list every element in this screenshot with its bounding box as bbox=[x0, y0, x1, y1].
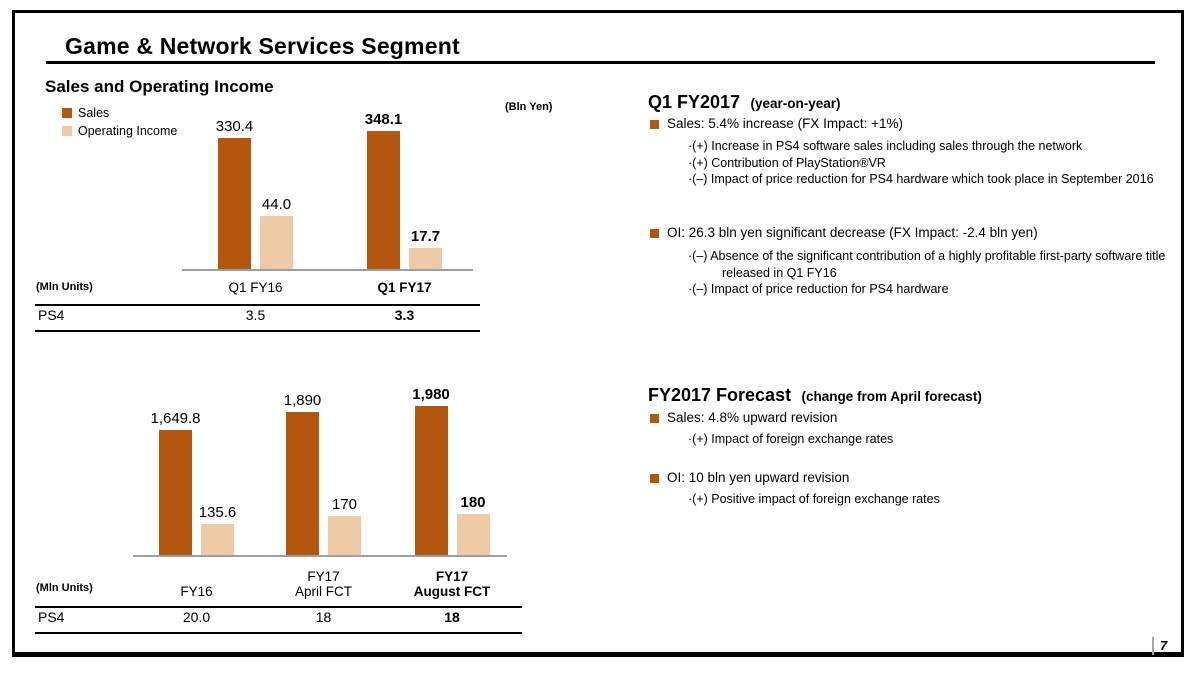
bar-value-label: 348.1 bbox=[364, 111, 403, 128]
sub-bullet: ·(+) Contribution of PlayStation®VR bbox=[688, 155, 886, 170]
q1-oi-bullet: OI: 26.3 bln yen significant decrease (F… bbox=[650, 225, 1038, 240]
mln-units-label: (Mln Units) bbox=[36, 582, 93, 594]
forecast-sales-sub-bullets: ·(+) Impact of foreign exchange rates bbox=[688, 431, 1166, 448]
q1-oi-sub-bullets: ·(–) Absence of the significant contribu… bbox=[688, 248, 1166, 298]
units-table-value: 20.0 bbox=[182, 609, 211, 625]
axis-baseline bbox=[133, 555, 507, 557]
bullet-square-icon bbox=[650, 228, 659, 238]
forecast-oi-bullet-text: OI: 10 bln yen upward revision bbox=[667, 470, 850, 485]
section-title: Sales and Operating Income bbox=[45, 77, 274, 96]
fullyear-sales-oi-chart: 1,649.8 135.6 FY16 20.0 1,890 170 FY17 April F… bbox=[35, 380, 530, 642]
mln-units-label: (Mln Units) bbox=[36, 281, 93, 293]
forecast-heading: FY2017 Forecast (change from April forec… bbox=[648, 385, 982, 406]
sub-bullet: ·(–) Impact of price reduction for PS4 h… bbox=[688, 172, 1154, 186]
units-table-value: 3.3 bbox=[394, 307, 415, 323]
units-table-rule bbox=[35, 304, 480, 306]
forecast-sales-bullet-text: Sales: 4.8% upward revision bbox=[667, 410, 838, 425]
forecast-oi-sub-bullets: ·(+) Positive impact of foreign exchange… bbox=[688, 491, 1166, 508]
slide-border-frame bbox=[12, 10, 1184, 657]
sales-swatch-icon bbox=[62, 108, 72, 118]
bar-value-label: 1,649.8 bbox=[150, 410, 201, 427]
legend-item-operating-income: Operating Income bbox=[62, 124, 177, 138]
q1-fy2017-section: Q1 FY2017 (year-on-year) Sales: 5.4% inc… bbox=[648, 92, 1165, 312]
units-table-row-label: PS4 bbox=[38, 307, 65, 323]
category-label: FY17 August FCT bbox=[413, 569, 491, 599]
bar-value-label: 330.4 bbox=[215, 118, 254, 135]
bar-value-label: 1,980 bbox=[412, 386, 450, 403]
category-label: FY17 April FCT bbox=[295, 569, 352, 599]
bar-value-label: 44.0 bbox=[261, 196, 292, 213]
chart-legend: Sales Operating Income bbox=[62, 106, 177, 142]
fy2017-forecast-section: FY2017 Forecast (change from April forec… bbox=[648, 385, 1165, 515]
units-table-value: 18 bbox=[444, 609, 460, 625]
sub-bullet: ·(+) Positive impact of foreign exchange… bbox=[688, 492, 940, 506]
page-number: 7 bbox=[1160, 638, 1168, 653]
forecast-sales-bullet: Sales: 4.8% upward revision bbox=[650, 410, 837, 425]
bar-sales-2 bbox=[414, 406, 448, 555]
units-table-value: 3.5 bbox=[245, 307, 266, 323]
units-table-rule bbox=[35, 330, 480, 332]
forecast-oi-bullet: OI: 10 bln yen upward revision bbox=[650, 470, 849, 485]
q1-heading: Q1 FY2017 (year-on-year) bbox=[648, 92, 841, 113]
title-underline bbox=[46, 61, 1155, 64]
legend-item-sales: Sales bbox=[62, 106, 177, 120]
sub-bullet: ·(+) Impact of foreign exchange rates bbox=[688, 432, 894, 446]
units-table-rule bbox=[35, 606, 522, 608]
page-title: Game & Network Services Segment bbox=[65, 33, 460, 59]
q1-heading-text: Q1 FY2017 bbox=[648, 92, 741, 112]
sub-bullet: ·(+) Increase in PS4 software sales incl… bbox=[688, 139, 1083, 153]
bar-value-label: 135.6 bbox=[198, 504, 237, 521]
bar-operating-income-1 bbox=[328, 516, 361, 555]
legend-label-sales: Sales bbox=[78, 106, 110, 120]
bullet-square-icon bbox=[650, 119, 659, 129]
operating-income-swatch-icon bbox=[62, 126, 72, 136]
page-number-divider bbox=[1152, 637, 1154, 655]
bar-sales-0 bbox=[159, 430, 192, 555]
sub-bullet: ·(–) Absence of the significant contribu… bbox=[688, 249, 1166, 280]
q1-sales-sub-bullets: ·(+) Increase in PS4 software sales incl… bbox=[688, 138, 1166, 188]
sub-bullet: ·(–) Impact of price reduction for PS4 h… bbox=[688, 282, 949, 296]
bar-sales-1 bbox=[367, 131, 400, 269]
quarterly-sales-oi-chart: 330.4 44.0 Q1 FY16 3.5 348.1 17.7 Q1 FY17 3.3 (M… bbox=[35, 100, 530, 345]
bar-value-label: 170 bbox=[331, 496, 358, 513]
bar-operating-income-0 bbox=[201, 524, 234, 555]
q1-sales-bullet: Sales: 5.4% increase (FX Impact: +1%) bbox=[650, 116, 903, 131]
q1-heading-note: (year-on-year) bbox=[750, 96, 841, 111]
axis-baseline bbox=[182, 269, 473, 271]
bullet-square-icon bbox=[650, 473, 659, 483]
bar-operating-income-2 bbox=[456, 514, 490, 555]
legend-label-operating-income: Operating Income bbox=[78, 124, 178, 138]
category-label: Q1 FY16 bbox=[228, 280, 283, 295]
bar-operating-income-0 bbox=[260, 216, 293, 269]
bar-sales-0 bbox=[218, 138, 251, 269]
bullet-square-icon bbox=[650, 413, 659, 423]
units-table-row-label: PS4 bbox=[38, 609, 65, 625]
q1-sales-bullet-text: Sales: 5.4% increase (FX Impact: +1%) bbox=[667, 116, 903, 131]
bar-operating-income-1 bbox=[409, 248, 442, 269]
q1-oi-bullet-text: OI: 26.3 bln yen significant decrease (F… bbox=[667, 225, 1038, 240]
units-table-value: 18 bbox=[315, 609, 332, 625]
bar-value-label: 180 bbox=[460, 494, 486, 511]
category-label: FY16 bbox=[180, 584, 213, 599]
bar-sales-1 bbox=[286, 412, 319, 555]
units-table-rule bbox=[35, 632, 522, 634]
forecast-heading-note: (change from April forecast) bbox=[801, 389, 982, 404]
bar-value-label: 1,890 bbox=[283, 392, 322, 409]
category-label: Q1 FY17 bbox=[377, 280, 432, 295]
forecast-heading-text: FY2017 Forecast bbox=[648, 385, 792, 405]
bln-yen-label: (Bln Yen) bbox=[505, 101, 553, 113]
bar-value-label: 17.7 bbox=[410, 228, 441, 245]
